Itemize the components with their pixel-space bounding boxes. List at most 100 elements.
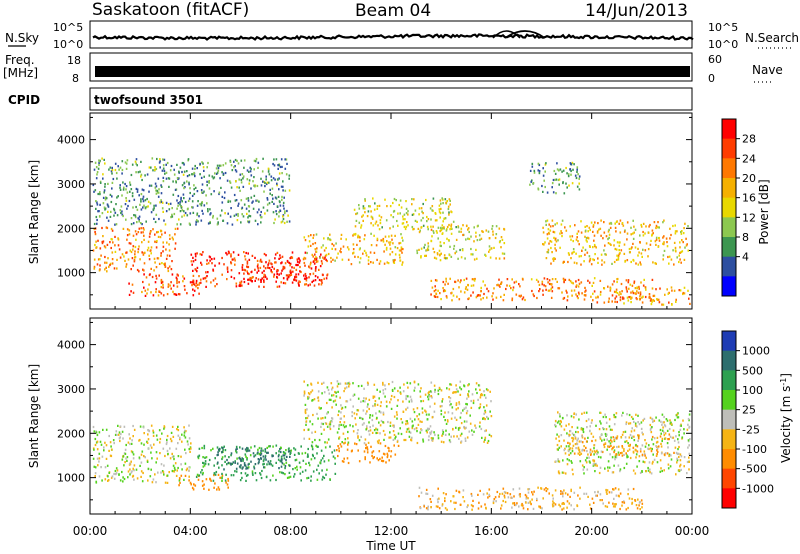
heat-cell [122,188,125,191]
heat-cell [213,472,216,475]
heat-cell [394,453,397,456]
heat-cell [326,468,328,471]
heat-cell [673,451,675,454]
heat-cell [493,498,496,501]
heat-cell [621,501,624,504]
heat-cell [152,429,154,432]
heat-cell [141,290,143,294]
heat-cell [255,157,258,161]
heat-cell [533,294,535,298]
heat-cell [275,261,277,264]
heat-cell [189,450,191,453]
heat-cell [200,261,202,264]
heat-cell [567,252,570,255]
xaxis-label: Time UT [365,539,416,553]
heat-cell [531,162,534,165]
heat-cell [420,247,423,250]
heat-cell [131,475,134,478]
heat-cell [281,195,283,198]
heat-cell [136,208,139,211]
heat-cell [128,433,130,436]
heat-cell [129,242,132,245]
heat-cell [439,241,442,244]
heat-cell [397,224,399,227]
heat-cell [615,494,618,497]
heat-cell [121,213,124,216]
heat-cell [96,263,99,266]
heat-cell [122,227,125,230]
heat-cell [192,282,195,285]
heat-cell [632,446,635,449]
heat-cell [304,264,306,267]
heat-cell [381,226,383,229]
heat-cell [473,279,476,282]
heat-cell [445,295,448,298]
heat-cell [165,210,168,213]
heat-cell [198,447,201,450]
heat-cell [179,203,181,206]
heat-cell [588,460,591,463]
heat-cell [588,226,591,229]
heat-cell [414,386,416,389]
heat-cell [273,221,275,225]
heat-cell [307,245,310,248]
heat-cell [466,505,468,509]
heat-cell [413,381,416,384]
heat-cell [443,256,446,260]
heat-cell [486,296,488,299]
heat-cell [611,456,614,459]
heat-cell [445,229,448,232]
heat-cell [102,235,104,238]
heat-cell [551,286,554,289]
heat-cell [588,456,590,459]
heat-cell [93,258,96,261]
heat-cell [191,173,193,176]
heat-cell [581,436,584,439]
heat-cell [282,451,285,454]
heat-cell [287,274,289,277]
heat-cell [430,431,432,435]
heat-cell [221,457,223,461]
heat-cell [483,292,485,296]
heat-cell [294,276,296,279]
heat-cell [446,257,448,260]
heat-cell [571,468,574,471]
heat-cell [475,231,477,234]
heat-cell [569,235,571,238]
heat-cell [183,431,186,434]
heat-cell [134,245,137,249]
heat-cell [94,230,96,234]
heat-cell [378,410,381,413]
heat-cell [554,489,557,492]
heat-cell [650,303,653,306]
heat-cell [162,158,164,161]
heat-cell [329,238,331,241]
heat-cell [253,168,255,171]
heat-cell [639,508,641,511]
heat-cell [647,255,649,258]
heat-cell [604,432,607,436]
heat-cell [554,423,556,427]
heat-cell [595,296,597,299]
heat-cell [163,425,166,428]
heat-cell [581,249,583,252]
heat-cell [363,249,366,252]
heat-cell [195,475,198,478]
heat-cell [393,433,396,437]
heat-cell [174,468,176,471]
heat-cell [488,433,491,436]
heat-cell [180,463,182,466]
heat-cell [187,199,190,202]
heat-cell [652,420,654,423]
heat-cell [382,460,384,463]
heat-cell [285,458,287,462]
heat-cell [572,437,574,440]
heat-cell [330,260,332,263]
heat-cell [182,280,184,283]
heat-cell [159,201,161,204]
heat-cell [353,233,355,236]
heat-cell [281,220,284,223]
heat-cell [129,183,132,186]
heat-cell [284,452,287,455]
heat-cell [632,232,634,235]
